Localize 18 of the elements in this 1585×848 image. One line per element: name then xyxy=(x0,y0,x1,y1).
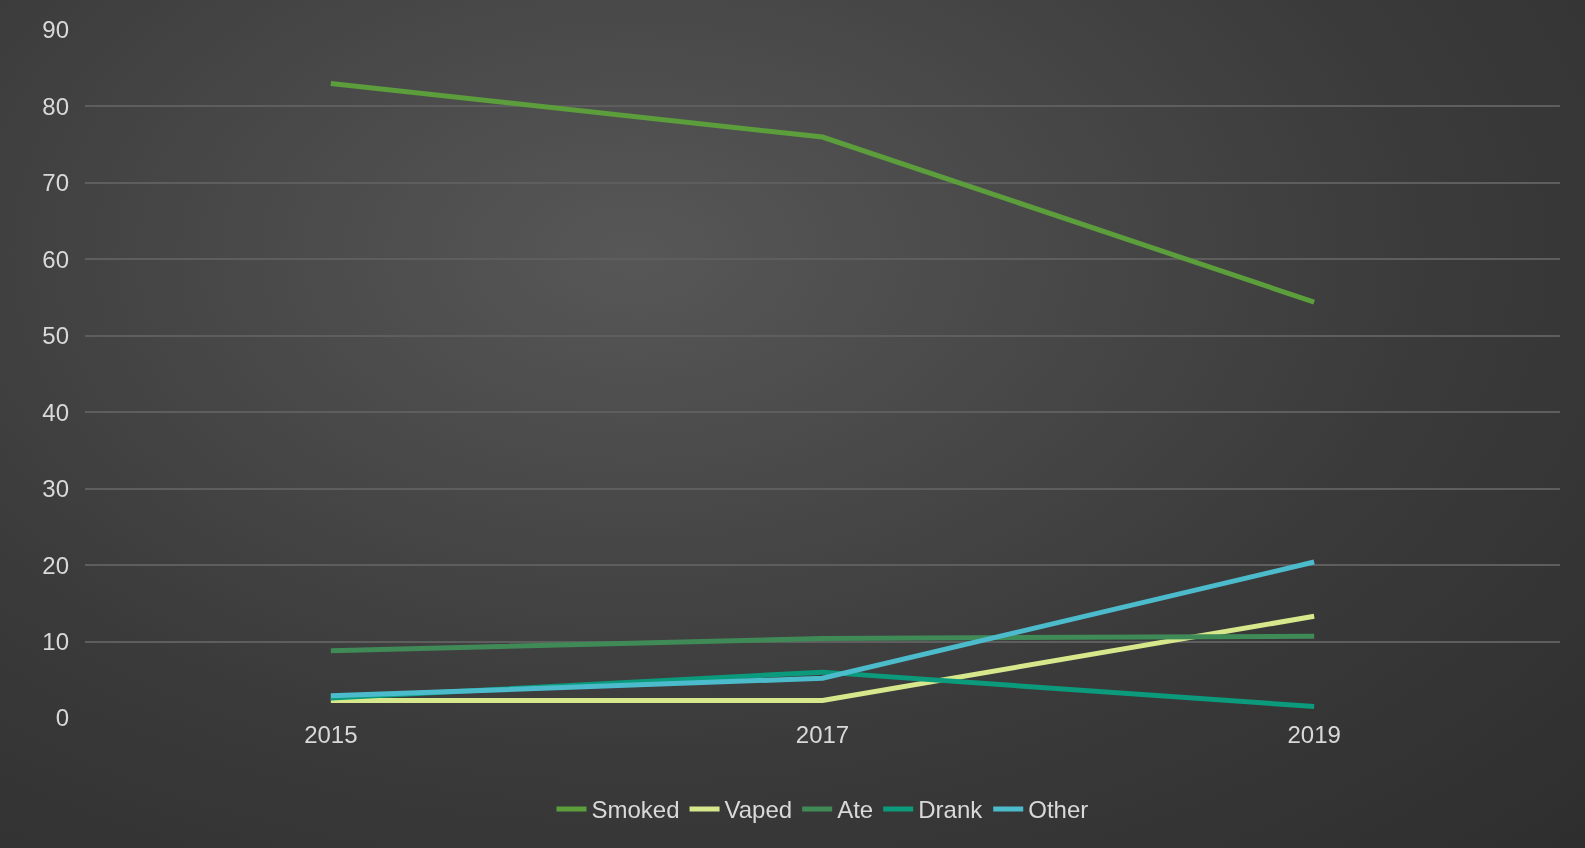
y-tick-label: 0 xyxy=(55,704,69,732)
y-tick-label: 60 xyxy=(42,245,69,273)
legend-label: Other xyxy=(1028,796,1089,824)
legend-label: Smoked xyxy=(591,796,680,824)
legend-label: Vaped xyxy=(724,796,793,824)
y-tick-label: 30 xyxy=(42,475,69,503)
x-tick-label: 2019 xyxy=(1287,721,1341,748)
y-tick-label: 20 xyxy=(42,551,69,579)
legend-label: Ate xyxy=(837,796,874,824)
x-tick-label: 2015 xyxy=(304,721,358,748)
x-tick-label: 2017 xyxy=(795,721,850,748)
y-tick-label: 10 xyxy=(42,627,69,655)
y-tick-label: 70 xyxy=(42,169,69,197)
y-tick-label: 40 xyxy=(42,398,69,426)
y-tick-label: 80 xyxy=(42,92,69,120)
legend-label: Drank xyxy=(918,796,984,824)
y-tick-label: 50 xyxy=(42,322,69,350)
y-tick-label: 90 xyxy=(42,16,69,44)
